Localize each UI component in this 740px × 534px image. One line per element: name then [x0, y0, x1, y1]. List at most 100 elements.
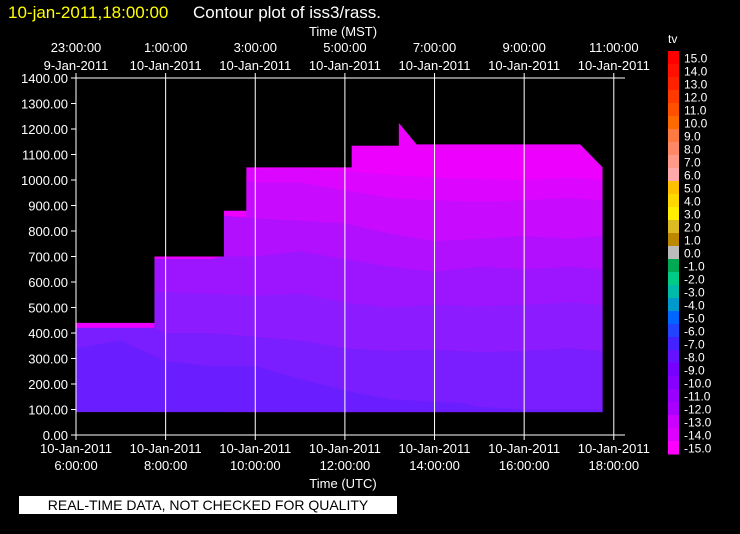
legend-swatch — [668, 194, 679, 208]
x-tick-time: 14:00:00 — [409, 458, 460, 473]
legend-label: -14.0 — [684, 429, 712, 443]
legend-swatch — [668, 168, 679, 182]
legend-swatch — [668, 324, 679, 338]
y-tick-label: 1200.00 — [21, 122, 68, 137]
x-top-tick-time: 23:00:00 — [51, 40, 102, 55]
legend-label: 7.0 — [684, 156, 701, 170]
y-tick-label: 1100.00 — [22, 148, 68, 163]
legend-swatch — [668, 246, 679, 260]
legend-label: -10.0 — [684, 377, 712, 391]
grid-lines — [165, 78, 615, 435]
y-tick-label: 400.00 — [28, 326, 68, 341]
legend-swatch — [668, 311, 679, 325]
legend-label: 9.0 — [684, 130, 701, 144]
y-axis-ticks: 0.00 100.00 200.00 300.00 400.00 500.00 600.00… — [21, 71, 76, 443]
legend-label: 0.0 — [684, 247, 701, 261]
legend-swatch — [668, 402, 679, 416]
x-top-tick-date: 9-Jan-2011 — [44, 58, 109, 73]
y-tick-label: 100.00 — [28, 403, 68, 418]
chart-title: Contour plot of iss3/rass. — [193, 3, 381, 22]
legend-swatch — [668, 207, 679, 221]
legend-label: -4.0 — [684, 299, 705, 313]
legend-label: 13.0 — [684, 78, 708, 92]
contour-fill — [76, 122, 603, 413]
color-legend: tv 15.014.013.012.011.010.09.08.07.06.05… — [668, 32, 712, 456]
legend-label: 8.0 — [684, 143, 701, 157]
legend-label: -2.0 — [684, 273, 705, 287]
x-tick-date: 10-Jan-2011 — [399, 441, 471, 456]
x-tick-date: 10-Jan-2011 — [40, 441, 112, 456]
legend-swatch — [668, 64, 679, 78]
legend-swatch — [668, 116, 679, 130]
legend-swatch — [668, 376, 679, 390]
y-tick-label: 700.00 — [28, 250, 68, 265]
legend-swatch — [668, 103, 679, 117]
y-tick-label: 1000.00 — [21, 173, 68, 188]
legend-swatch — [668, 142, 679, 156]
legend-swatch — [668, 51, 679, 65]
x-axis-bottom-label: Time (UTC) — [309, 476, 376, 491]
x-tick-date: 10-Jan-2011 — [488, 441, 560, 456]
legend-swatch — [668, 259, 679, 273]
legend-label: 5.0 — [684, 182, 701, 196]
y-tick-label: 500.00 — [28, 301, 68, 316]
x-top-tick-time: 1:00:00 — [144, 40, 187, 55]
legend-label: 3.0 — [684, 208, 701, 222]
x-tick-time: 12:00:00 — [320, 458, 371, 473]
legend-swatch — [668, 337, 679, 351]
y-tick-label: 0.00 — [43, 428, 68, 443]
header-timestamp: 10-jan-2011,18:00:00 — [8, 3, 168, 22]
legend-swatch — [668, 155, 679, 169]
legend-swatch — [668, 428, 679, 442]
x-tick-date: 10-Jan-2011 — [130, 441, 202, 456]
legend-label: -7.0 — [684, 338, 705, 352]
x-tick-date: 10-Jan-2011 — [219, 441, 291, 456]
legend-swatch — [668, 220, 679, 234]
x-top-tick-time: 3:00:00 — [234, 40, 277, 55]
x-top-tick-time: 9:00:00 — [502, 40, 545, 55]
legend-title: tv — [668, 32, 677, 46]
legend-swatch — [668, 350, 679, 364]
legend-label: 1.0 — [684, 234, 701, 248]
legend-swatch — [668, 363, 679, 377]
y-tick-label: 1300.00 — [21, 97, 68, 112]
x-top-tick-date: 10-Jan-2011 — [130, 58, 202, 73]
legend-swatch — [668, 298, 679, 312]
x-top-tick-time: 7:00:00 — [413, 40, 456, 55]
x-top-tick-date: 10-Jan-2011 — [219, 58, 291, 73]
y-tick-label: 1400.00 — [21, 71, 68, 86]
legend-swatch — [668, 90, 679, 104]
legend-label: -8.0 — [684, 351, 705, 365]
legend-label: -5.0 — [684, 312, 705, 326]
x-tick-date: 10-Jan-2011 — [578, 441, 650, 456]
legend-label: -9.0 — [684, 364, 705, 378]
y-tick-label: 800.00 — [28, 224, 68, 239]
legend-swatch — [668, 389, 679, 403]
x-tick-time: 10:00:00 — [230, 458, 281, 473]
x-tick-time: 6:00:00 — [54, 458, 97, 473]
x-axis-top-ticks: 23:00:00 9-Jan-2011 1:00:00 10-Jan-2011 3:00… — [44, 40, 650, 78]
x-tick-time: 16:00:00 — [499, 458, 550, 473]
y-tick-label: 600.00 — [28, 275, 68, 290]
legend-swatch — [668, 272, 679, 286]
x-top-tick-date: 10-Jan-2011 — [399, 58, 471, 73]
x-axis-bottom-ticks: 10-Jan-2011 6:00:00 10-Jan-2011 8:00:00 10-J… — [40, 435, 650, 473]
legend-swatch — [668, 415, 679, 429]
legend-swatch — [668, 233, 679, 247]
legend-swatch — [668, 181, 679, 195]
legend-swatch — [668, 285, 679, 299]
x-top-tick-time: 5:00:00 — [323, 40, 366, 55]
x-top-tick-date: 10-Jan-2011 — [488, 58, 560, 73]
x-top-tick-time: 11:00:00 — [589, 40, 639, 55]
x-axis-top-label: Time (MST) — [309, 24, 377, 39]
legend-label: -12.0 — [684, 403, 712, 417]
legend-label: -1.0 — [684, 260, 705, 274]
legend-label: 10.0 — [684, 117, 708, 131]
legend-label: -11.0 — [684, 390, 711, 404]
y-tick-label: 300.00 — [28, 352, 68, 367]
x-top-tick-date: 10-Jan-2011 — [309, 58, 381, 73]
legend-label: -6.0 — [684, 325, 705, 339]
legend-label: -15.0 — [684, 442, 712, 456]
legend-swatch — [668, 129, 679, 143]
